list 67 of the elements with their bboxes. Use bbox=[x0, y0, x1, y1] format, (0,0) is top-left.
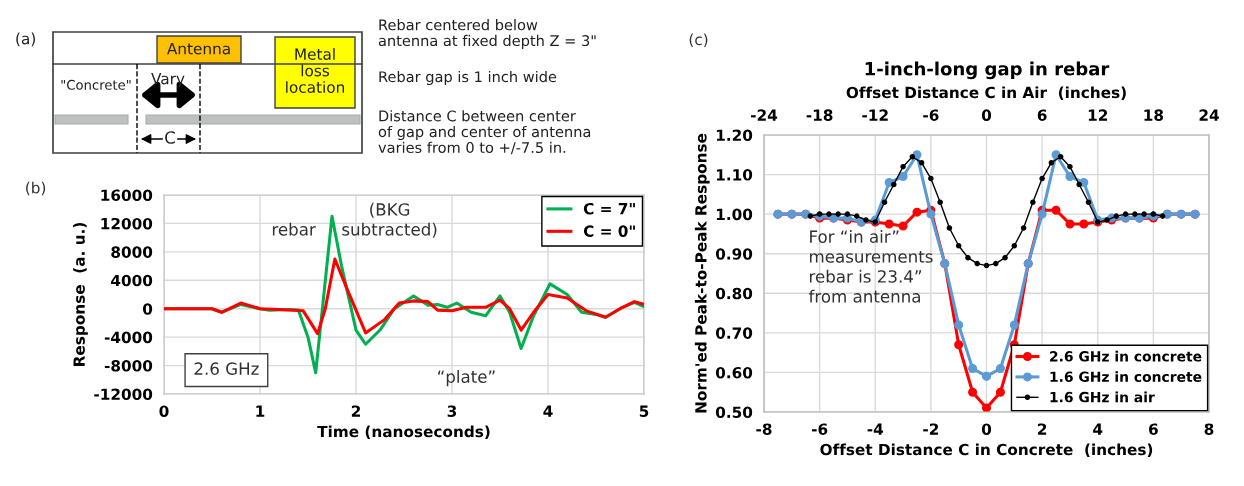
y-tick-label: -8000 bbox=[104, 360, 153, 372]
x-tick-label: 2 bbox=[1038, 423, 1047, 435]
legend-label: C = 7" bbox=[583, 202, 635, 215]
legend-label: 2.6 GHz in concrete bbox=[1050, 350, 1202, 362]
y-tick-label: 0.90 bbox=[715, 248, 753, 260]
x-axis-title: Time (nanoseconds) bbox=[317, 425, 490, 440]
y-tick-label: -12000 bbox=[94, 388, 153, 401]
annotation: 2.6 GHz bbox=[194, 362, 259, 375]
y-tick-label: 1.10 bbox=[716, 169, 753, 181]
text: Rebar centered below antenna at fixed depth Z = 3" bbox=[378, 19, 596, 49]
x-tick-label: 8 bbox=[1204, 423, 1214, 435]
annotation: “plate” bbox=[438, 370, 495, 387]
annotation: For “in air” measurements rebar is 23.4” from antenna bbox=[808, 230, 933, 303]
x-axis-title: Offset Distance C in Concrete (inches) bbox=[820, 443, 1153, 458]
x-tick-label: 2 bbox=[351, 405, 360, 417]
x2-axis-title: Offset Distance C in Air (inches) bbox=[846, 86, 1126, 101]
x2-tick-label: 6 bbox=[1037, 109, 1047, 121]
text: Antenna bbox=[166, 43, 230, 55]
y-tick-label: 12000 bbox=[101, 217, 153, 230]
legend-label: 1.6 GHz in concrete bbox=[1050, 371, 1202, 382]
x2-tick-label: -12 bbox=[862, 109, 888, 121]
x-tick-label: -2 bbox=[923, 423, 939, 435]
x-tick-label: -8 bbox=[756, 423, 772, 435]
x2-tick-label: 12 bbox=[1088, 109, 1108, 121]
y-tick-label: 0.50 bbox=[715, 406, 753, 419]
y-axis-title: Response (a. u.) bbox=[73, 222, 88, 366]
y-tick-label: 0.80 bbox=[715, 287, 753, 300]
x-tick-label: -4 bbox=[867, 423, 884, 435]
x2-tick-label: 0 bbox=[981, 109, 992, 121]
y-tick-label: 16000 bbox=[101, 189, 153, 202]
y-axis-title: Norm'ed Peak-to-Peak Response bbox=[694, 133, 710, 413]
chart-title: 1-inch-long gap in rebar bbox=[865, 61, 1110, 80]
y-tick-label: 0.60 bbox=[715, 366, 753, 379]
x-tick-label: 6 bbox=[1149, 423, 1158, 435]
text: (c) bbox=[689, 33, 708, 48]
x-tick-label: 5 bbox=[639, 405, 649, 417]
text: (b) bbox=[26, 181, 46, 196]
y-tick-label: 1.20 bbox=[716, 129, 753, 142]
x2-tick-label: -24 bbox=[751, 109, 778, 121]
x-tick-label: 0 bbox=[981, 423, 992, 435]
annotation: rebar bbox=[272, 222, 316, 236]
x2-tick-label: -6 bbox=[923, 109, 939, 121]
text: "Concrete" bbox=[61, 79, 131, 90]
y-tick-label: 0.70 bbox=[715, 327, 753, 339]
x-tick-label: 0 bbox=[159, 405, 169, 417]
x2-tick-label: -18 bbox=[806, 109, 833, 121]
legend-label: 1.6 GHz in air bbox=[1050, 391, 1155, 403]
x2-tick-label: 24 bbox=[1199, 109, 1219, 121]
text: C bbox=[165, 131, 175, 144]
x-tick-label: -6 bbox=[811, 423, 828, 435]
text: Metal loss location bbox=[286, 48, 345, 93]
y-tick-label: 8000 bbox=[111, 246, 153, 258]
y-tick-label: 4000 bbox=[111, 274, 153, 287]
text: (a) bbox=[16, 32, 35, 47]
text: Rebar gap is 1 inch wide bbox=[379, 70, 557, 86]
y-tick-label: -4000 bbox=[104, 331, 153, 344]
legend-label: C = 0" bbox=[583, 225, 635, 237]
y-tick-label: 1.00 bbox=[716, 208, 753, 221]
x-tick-label: 1 bbox=[256, 405, 265, 417]
text: Distance C between center of gap and center of antenna varies from 0 to +/-7.5 in. bbox=[378, 110, 591, 155]
x-tick-label: 3 bbox=[447, 405, 457, 417]
annotation: (BKG subtracted) bbox=[342, 202, 437, 238]
x-tick-label: 4 bbox=[1093, 423, 1103, 435]
x-tick-label: 4 bbox=[543, 405, 553, 417]
x2-tick-label: 18 bbox=[1144, 109, 1164, 121]
y-tick-label: 0 bbox=[142, 303, 153, 315]
text: Vary bbox=[151, 73, 185, 88]
